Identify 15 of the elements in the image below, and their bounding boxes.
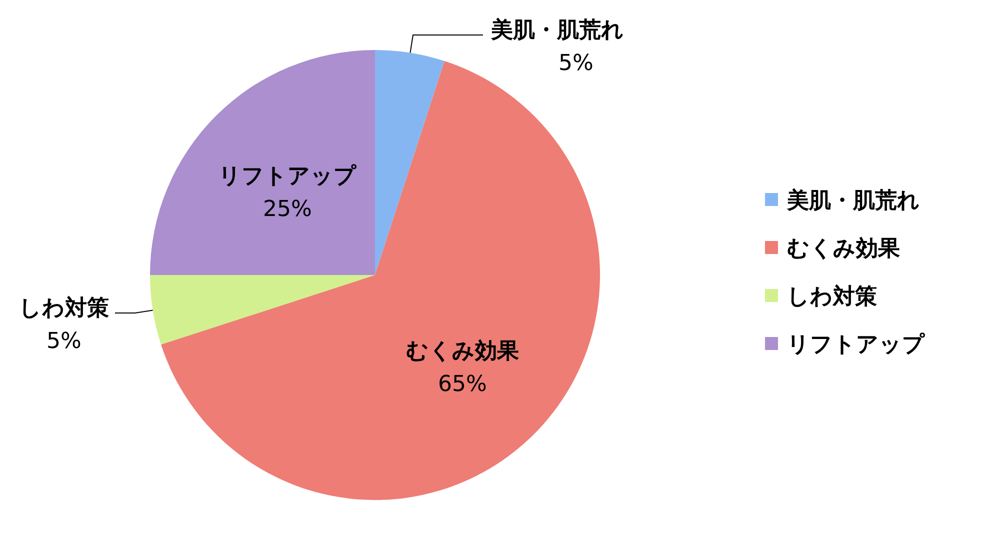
pie-slice (150, 50, 375, 275)
data-label: 65% (438, 372, 487, 398)
legend-label: むくみ効果 (787, 236, 901, 262)
legend-label: しわ対策 (787, 284, 877, 310)
slice-label: しわ対策 (18, 295, 109, 322)
pie-slice (150, 275, 375, 345)
data-label: 5% (46, 329, 82, 354)
legend-label: 美肌・肌荒れ (786, 188, 920, 214)
data-label: 25% (263, 197, 312, 222)
slice-label: リフトアップ (218, 164, 356, 190)
legend-label: リフトアップ (787, 332, 925, 358)
data-label: 5% (558, 51, 594, 76)
pie-slice (375, 50, 445, 275)
slice-label: 美肌・肌荒れ (490, 17, 624, 44)
slice-label: むくみ効果 (406, 339, 520, 364)
